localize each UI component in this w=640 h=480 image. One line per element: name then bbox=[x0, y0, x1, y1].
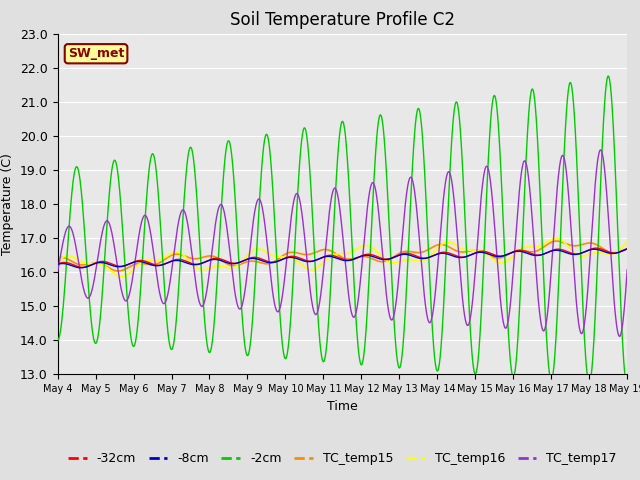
Text: SW_met: SW_met bbox=[68, 47, 124, 60]
X-axis label: Time: Time bbox=[327, 400, 358, 413]
Y-axis label: Temperature (C): Temperature (C) bbox=[1, 153, 15, 255]
Legend: -32cm, -8cm, -2cm, TC_temp15, TC_temp16, TC_temp17: -32cm, -8cm, -2cm, TC_temp15, TC_temp16,… bbox=[63, 447, 622, 470]
Title: Soil Temperature Profile C2: Soil Temperature Profile C2 bbox=[230, 11, 455, 29]
